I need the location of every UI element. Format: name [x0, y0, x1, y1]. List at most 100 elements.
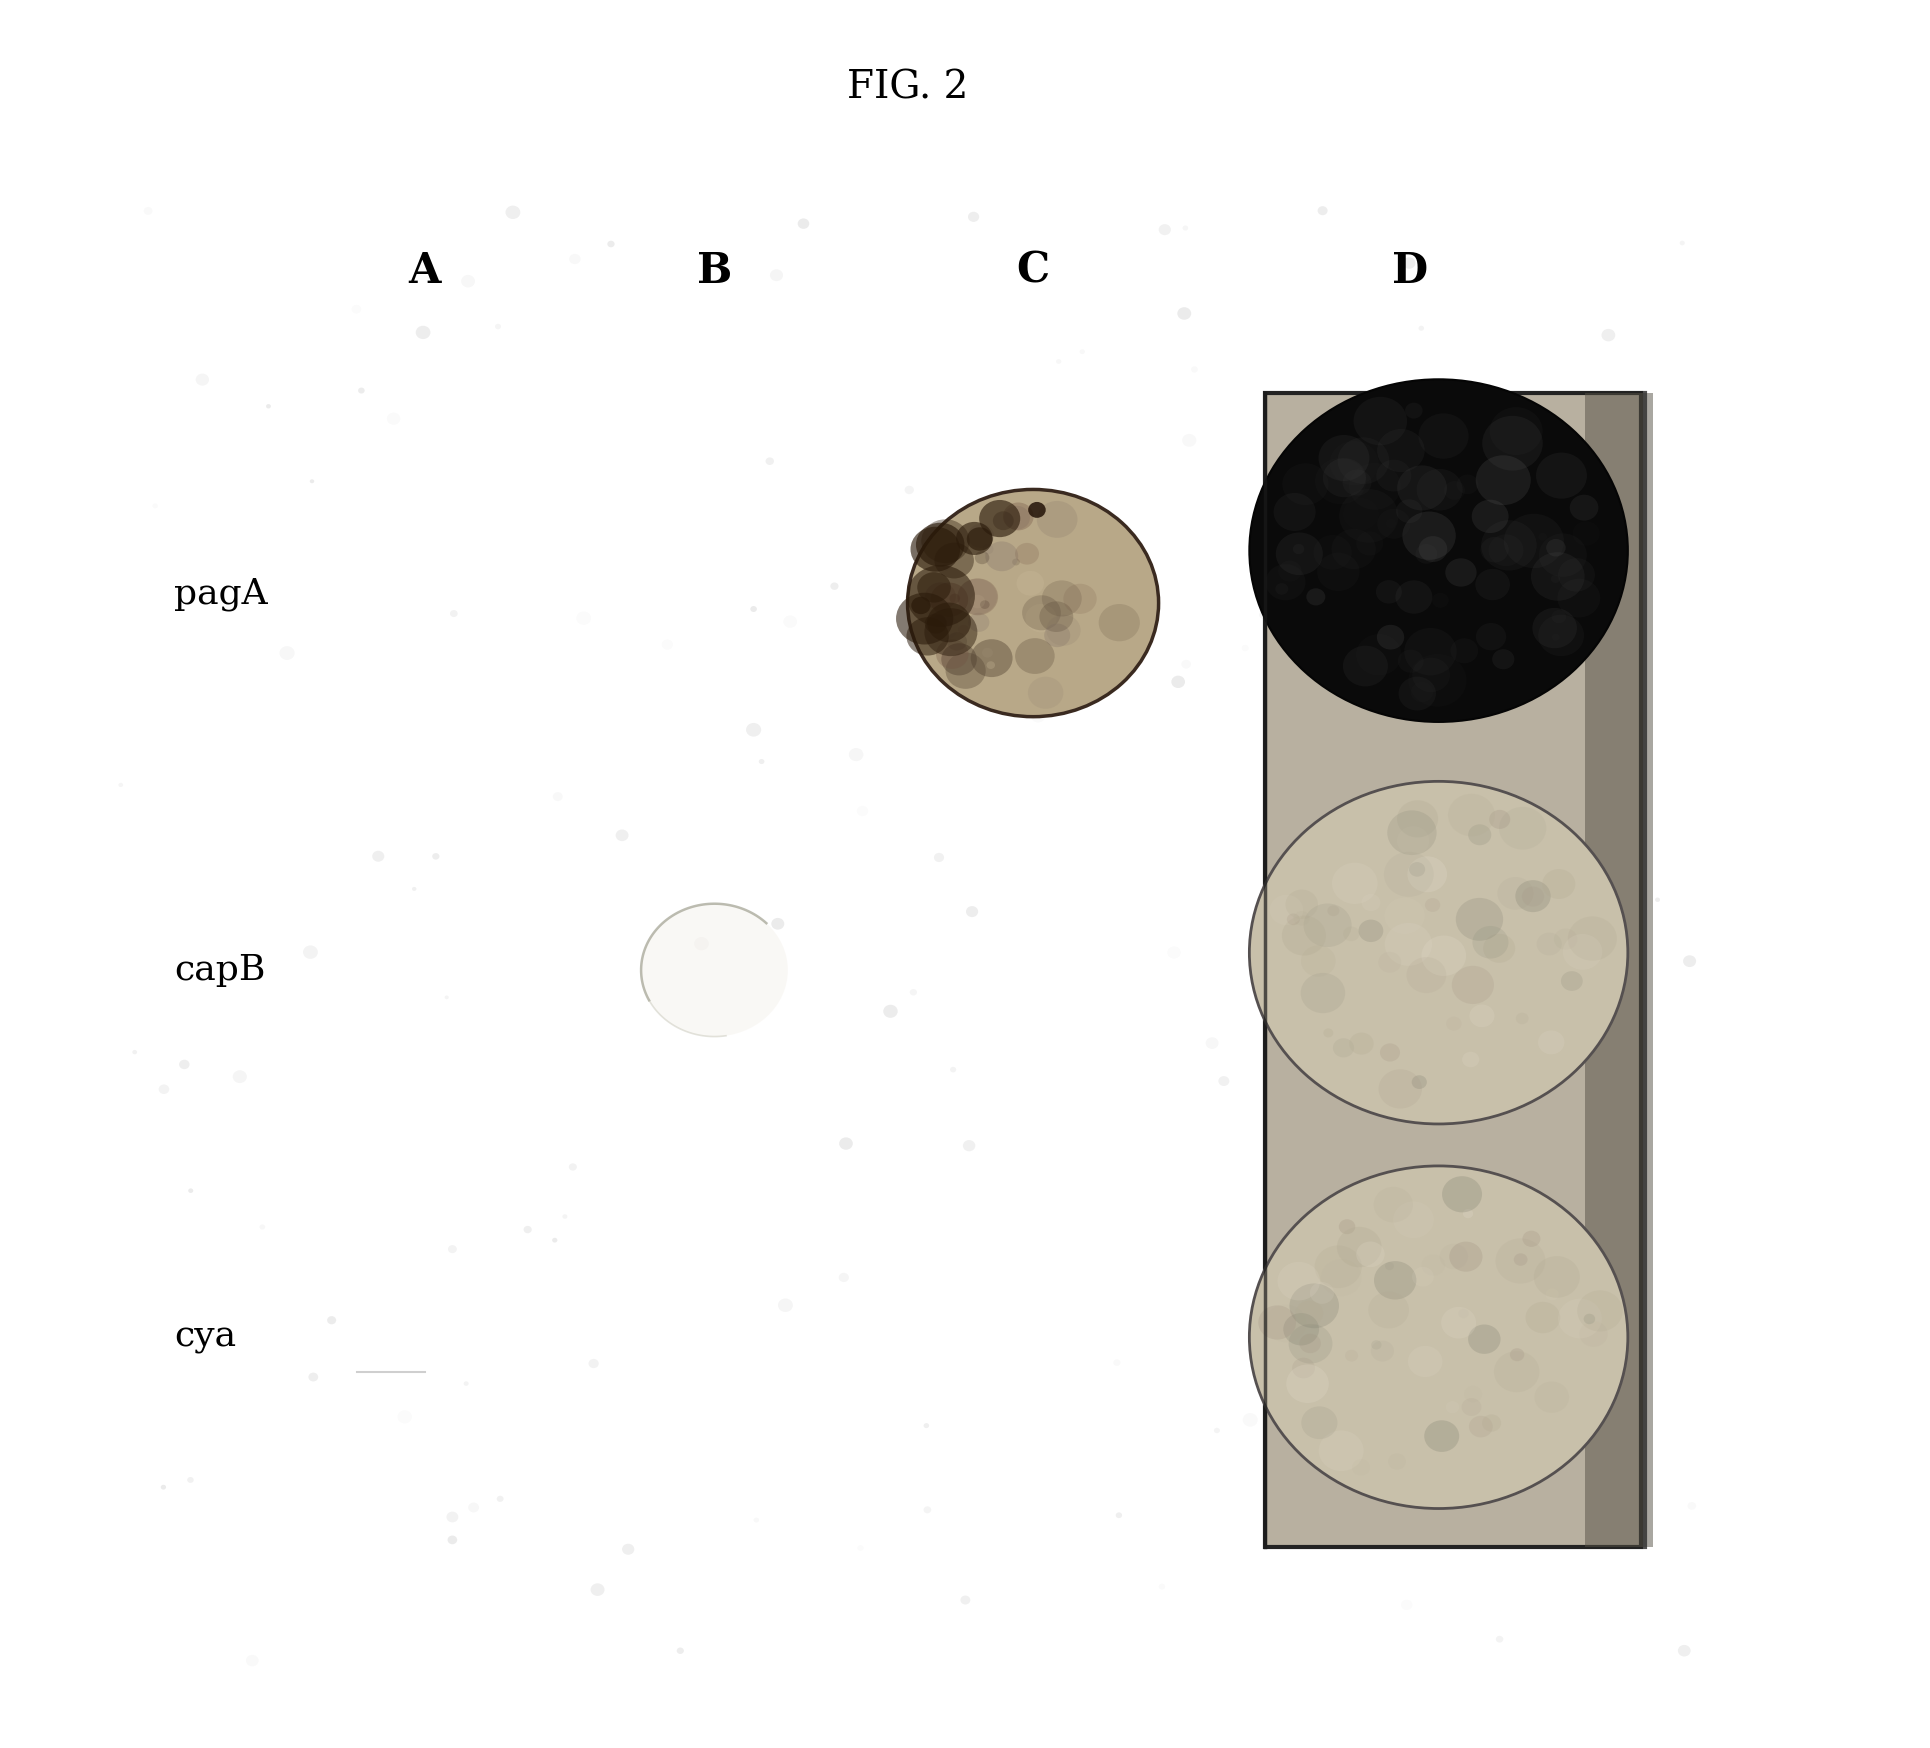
Circle shape [969, 594, 984, 608]
Circle shape [907, 489, 1158, 717]
Circle shape [1353, 397, 1407, 446]
Circle shape [967, 524, 994, 547]
Circle shape [616, 830, 627, 841]
Circle shape [924, 582, 955, 610]
Circle shape [1386, 811, 1436, 855]
Text: capB: capB [174, 953, 264, 988]
Circle shape [1264, 565, 1305, 600]
Circle shape [1482, 416, 1542, 470]
Circle shape [1559, 972, 1583, 991]
Circle shape [1552, 1204, 1559, 1211]
Circle shape [1258, 1306, 1295, 1339]
Circle shape [1361, 893, 1380, 911]
Circle shape [1249, 1166, 1627, 1509]
Circle shape [450, 610, 457, 617]
Circle shape [1420, 935, 1465, 975]
Circle shape [463, 1381, 469, 1386]
Circle shape [986, 661, 994, 669]
Circle shape [1287, 1323, 1332, 1363]
Circle shape [1337, 1220, 1355, 1234]
Circle shape [1399, 1257, 1405, 1262]
Circle shape [1368, 1292, 1409, 1328]
Circle shape [982, 544, 994, 554]
Circle shape [1376, 580, 1401, 603]
Circle shape [1251, 542, 1258, 549]
Circle shape [1415, 544, 1436, 563]
Circle shape [1420, 1255, 1444, 1276]
Circle shape [1480, 521, 1536, 570]
Circle shape [1218, 1077, 1229, 1086]
Circle shape [1376, 509, 1409, 538]
Circle shape [1482, 933, 1515, 963]
Circle shape [1532, 857, 1538, 862]
Circle shape [1397, 676, 1436, 710]
Circle shape [415, 325, 430, 339]
Circle shape [496, 1496, 504, 1502]
Text: FIG. 2: FIG. 2 [847, 70, 967, 107]
Circle shape [1283, 1313, 1318, 1346]
Circle shape [1432, 593, 1448, 608]
Circle shape [1569, 495, 1598, 521]
Circle shape [905, 617, 948, 656]
Circle shape [1496, 1636, 1503, 1643]
Circle shape [924, 608, 977, 656]
Circle shape [1424, 1421, 1459, 1453]
Circle shape [1417, 468, 1461, 510]
Circle shape [1467, 1325, 1500, 1355]
Text: cya: cya [174, 1320, 235, 1355]
Circle shape [1542, 869, 1575, 898]
Circle shape [1469, 1005, 1494, 1028]
Circle shape [770, 918, 784, 930]
Circle shape [882, 1005, 897, 1017]
Circle shape [907, 565, 975, 628]
Circle shape [1525, 1302, 1559, 1334]
Circle shape [1407, 857, 1446, 891]
Circle shape [1002, 502, 1033, 530]
Circle shape [1395, 801, 1438, 837]
Circle shape [1378, 1070, 1420, 1108]
Circle shape [1419, 537, 1446, 563]
Circle shape [621, 1543, 633, 1554]
Circle shape [1359, 1262, 1372, 1276]
Circle shape [1046, 615, 1081, 645]
Circle shape [1449, 697, 1461, 706]
Circle shape [591, 1584, 604, 1596]
Bar [1585, 393, 1652, 1547]
Circle shape [1475, 622, 1505, 650]
Circle shape [1395, 500, 1422, 523]
Circle shape [965, 905, 979, 918]
Circle shape [1515, 1012, 1529, 1024]
Circle shape [432, 853, 440, 860]
Circle shape [1494, 1351, 1538, 1391]
Circle shape [1513, 1253, 1527, 1266]
Circle shape [1015, 638, 1054, 675]
Circle shape [1444, 481, 1465, 500]
Circle shape [1299, 1334, 1320, 1353]
Circle shape [309, 1372, 318, 1381]
Circle shape [915, 523, 963, 566]
Circle shape [1341, 645, 1388, 687]
Circle shape [1534, 1381, 1569, 1412]
Circle shape [1249, 781, 1627, 1124]
Circle shape [917, 572, 950, 603]
Circle shape [924, 614, 946, 633]
Circle shape [1411, 657, 1449, 692]
Circle shape [903, 486, 913, 495]
Circle shape [957, 624, 969, 635]
Circle shape [1027, 676, 1063, 710]
Circle shape [1042, 580, 1081, 617]
Text: D: D [1392, 250, 1426, 292]
Circle shape [1341, 470, 1370, 496]
Circle shape [1455, 898, 1502, 940]
Circle shape [1494, 1238, 1544, 1283]
Circle shape [1372, 1187, 1413, 1222]
Circle shape [1312, 535, 1351, 570]
Circle shape [1488, 407, 1542, 454]
Circle shape [1285, 890, 1318, 919]
Circle shape [1463, 1386, 1482, 1402]
Circle shape [1473, 926, 1507, 958]
Circle shape [979, 500, 1019, 537]
Text: C: C [1015, 250, 1050, 292]
Circle shape [948, 540, 971, 561]
Circle shape [1301, 974, 1345, 1014]
